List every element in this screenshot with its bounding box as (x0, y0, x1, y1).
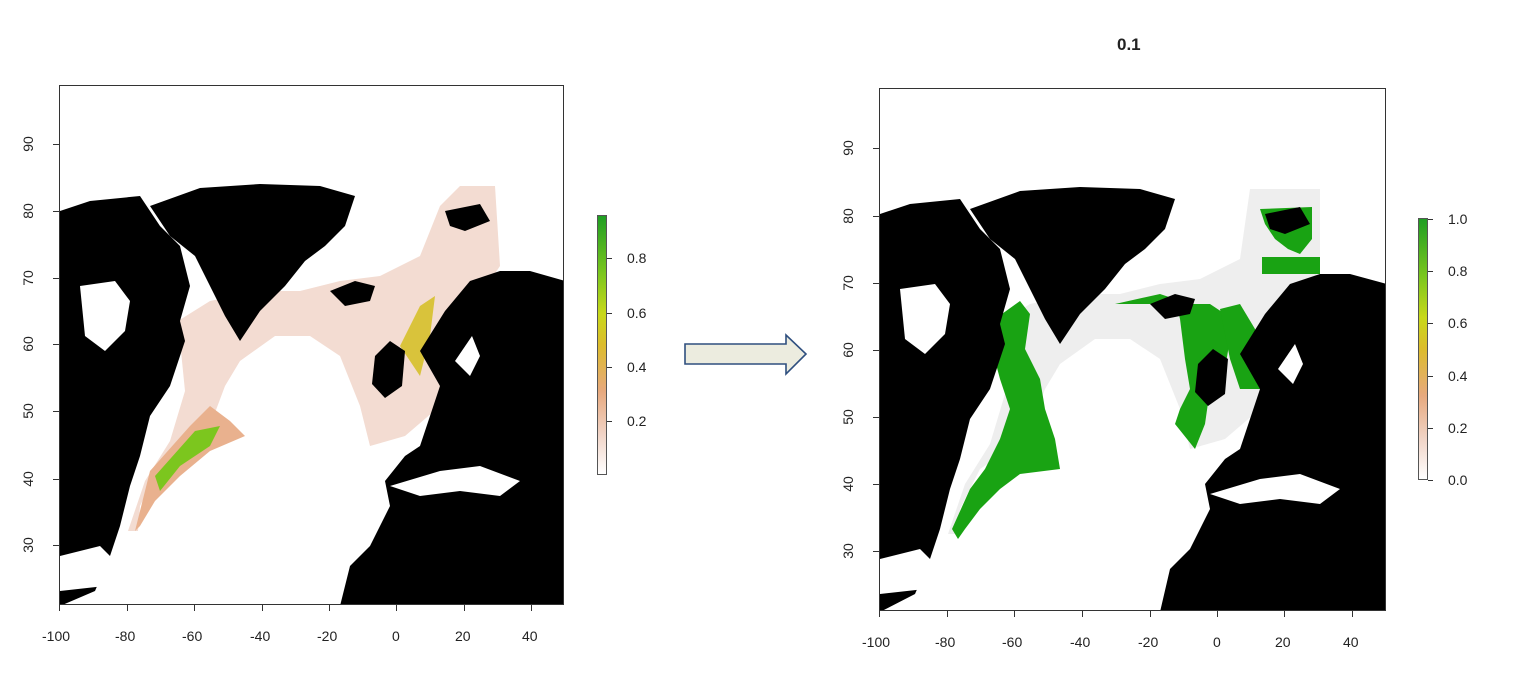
right-legend-label: 1.0 (1448, 211, 1468, 227)
left-xtick-label: -80 (115, 628, 136, 644)
left-xtick-label: -20 (317, 628, 338, 644)
left-ytick-label: 70 (19, 270, 36, 286)
suitability-high-newengland (155, 426, 220, 491)
right-legend-label: 0.8 (1448, 263, 1468, 279)
left-map-canvas (60, 86, 563, 604)
land-baltic (455, 336, 480, 376)
land-svalbard (445, 204, 490, 231)
presence-ne-atlantic (1115, 294, 1230, 449)
land-mediterranean (1210, 474, 1340, 504)
left-legend-colorbar (597, 215, 607, 475)
left-ytick-label: 40 (19, 471, 36, 487)
left-xtick-label: -40 (250, 628, 271, 644)
left-ytick-label: 60 (19, 336, 36, 352)
left-xtick-label: 0 (392, 628, 400, 644)
left-legend-label: 0.2 (627, 413, 647, 429)
land-mediterranean (390, 466, 520, 496)
right-legend-label: 0.4 (1448, 368, 1468, 384)
left-ytick-label: 80 (19, 203, 36, 219)
right-map-frame (879, 88, 1386, 611)
right-ytick-label: 70 (839, 275, 856, 291)
left-ytick-label: 30 (19, 537, 36, 553)
right-xtick-label: -20 (1138, 634, 1159, 650)
suitability-high-norway (400, 296, 435, 376)
suitability-east-us-coast (135, 406, 245, 531)
absence-region (948, 189, 1320, 534)
land-europe (340, 271, 563, 604)
right-xtick-label: -80 (935, 634, 956, 650)
left-ytick-label: 90 (19, 136, 36, 152)
left-xtick-label: -60 (182, 628, 203, 644)
land-british-isles (1195, 349, 1228, 406)
right-ytick-label: 40 (839, 476, 856, 492)
right-ytick-label: 50 (839, 409, 856, 425)
transform-arrow-icon (684, 333, 808, 376)
land-caribbean-white (880, 549, 940, 594)
right-xtick-label: -100 (862, 634, 891, 650)
right-xtick-label: -60 (1002, 634, 1023, 650)
right-ytick-label: 90 (839, 140, 856, 156)
land-british-isles (372, 341, 405, 398)
left-legend-label: 0.8 (627, 250, 647, 266)
right-map-panel: 0.1 (820, 0, 1513, 674)
left-map-frame (59, 85, 564, 605)
right-legend-colorbar (1418, 218, 1428, 480)
right-map-title: 0.1 (1117, 35, 1141, 54)
left-legend-label: 0.4 (627, 359, 647, 375)
land-svalbard (1265, 207, 1310, 234)
right-legend-label: 0.2 (1448, 420, 1468, 436)
land-caribbean-white (60, 546, 120, 591)
right-xtick-label: 20 (1275, 634, 1291, 650)
right-map-canvas (880, 89, 1385, 610)
presence-east-us (952, 301, 1060, 539)
land-baltic (1278, 344, 1303, 384)
right-ytick-label: 30 (839, 543, 856, 559)
right-ytick-label: 80 (839, 208, 856, 224)
land-hudson-bay (80, 281, 130, 351)
land-greenland (150, 184, 355, 341)
left-xtick-label: 40 (522, 628, 538, 644)
right-xtick-label: -40 (1070, 634, 1091, 650)
right-legend-label: 0.0 (1448, 472, 1468, 488)
right-legend-label: 0.6 (1448, 315, 1468, 331)
land-greenland (970, 187, 1175, 344)
land-iceland (330, 281, 375, 306)
land-iceland (1150, 294, 1195, 319)
left-ytick-label: 50 (19, 403, 36, 419)
suitability-north-atlantic (128, 186, 500, 531)
left-xtick-label: 20 (455, 628, 471, 644)
right-ytick-label: 60 (839, 342, 856, 358)
left-legend-label: 0.6 (627, 305, 647, 321)
land-europe (1160, 274, 1385, 610)
right-xtick-label: 40 (1343, 634, 1359, 650)
left-map-panel: -100 -80 -60 -40 -20 0 20 40 30 40 50 60… (0, 0, 680, 674)
presence-barents (1262, 257, 1320, 274)
left-xtick-label: -100 (42, 628, 71, 644)
land-hudson-bay (900, 284, 950, 354)
right-xtick-label: 0 (1213, 634, 1221, 650)
